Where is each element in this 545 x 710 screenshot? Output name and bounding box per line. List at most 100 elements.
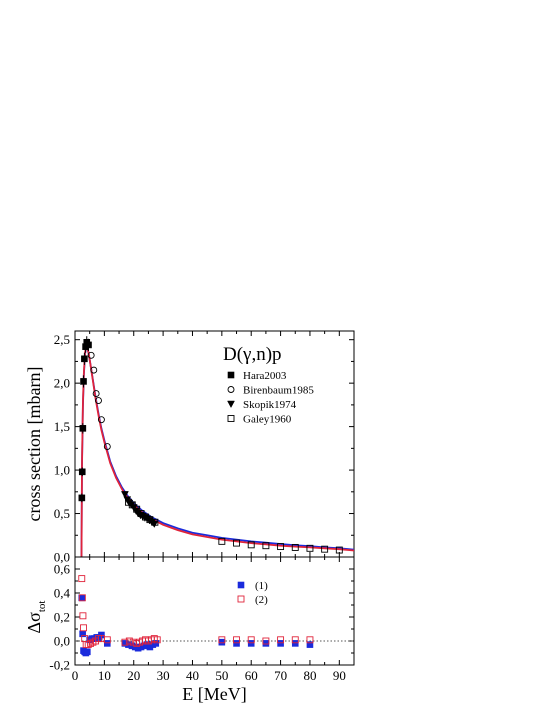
data-point bbox=[262, 542, 270, 550]
lower-xtick-label: 30 bbox=[157, 668, 170, 683]
series-galey1960 bbox=[125, 498, 343, 554]
upper-ytick-label: 0,5 bbox=[54, 506, 70, 521]
legend-marker-skopik1974 bbox=[227, 400, 235, 409]
data-point bbox=[218, 537, 226, 545]
lower-ytick-label: 0,4 bbox=[54, 586, 71, 601]
data-point bbox=[277, 636, 285, 644]
data-point bbox=[104, 640, 111, 647]
data-point bbox=[78, 594, 86, 602]
data-point bbox=[277, 543, 285, 551]
data-point bbox=[78, 575, 86, 583]
legend-label-1: (1) bbox=[255, 580, 268, 592]
lower-xtick-label: 80 bbox=[303, 668, 316, 683]
lower-xtick-label: 90 bbox=[333, 668, 346, 683]
data-point bbox=[233, 636, 240, 644]
upper-ytick-label: 2,0 bbox=[54, 376, 70, 391]
lower-xtick-label: 40 bbox=[186, 668, 199, 683]
lower-xtick-label: 10 bbox=[98, 668, 111, 683]
data-point bbox=[233, 539, 240, 547]
legend-label-galey1960: Galey1960 bbox=[243, 414, 292, 426]
lower-ytick-label: 0,6 bbox=[54, 562, 71, 577]
lower-xtick-label: 70 bbox=[274, 668, 287, 683]
lower-frame bbox=[74, 556, 355, 666]
data-point bbox=[129, 638, 137, 646]
data-point bbox=[262, 640, 270, 647]
legend-marker-birenbaum1985 bbox=[227, 386, 235, 393]
lower-ytick-label: -0,2 bbox=[49, 658, 70, 673]
series-1 bbox=[78, 594, 314, 657]
data-point bbox=[121, 491, 129, 499]
data-point bbox=[79, 612, 87, 620]
data-point bbox=[262, 637, 270, 645]
lower-xtick-label: 50 bbox=[215, 668, 228, 683]
data-point bbox=[152, 640, 160, 647]
data-point bbox=[153, 636, 161, 644]
data-point bbox=[84, 641, 92, 649]
data-point bbox=[125, 637, 133, 645]
data-point bbox=[80, 624, 87, 632]
data-point bbox=[78, 494, 86, 502]
lower-xtick-label: 0 bbox=[72, 668, 79, 683]
data-point bbox=[133, 505, 141, 513]
data-point bbox=[291, 640, 299, 647]
data-point bbox=[79, 425, 87, 432]
data-point bbox=[247, 640, 255, 647]
data-point bbox=[277, 640, 284, 647]
data-point bbox=[306, 636, 314, 644]
data-point bbox=[81, 355, 88, 363]
upper-panel: 0,0 0,5 1,0 1,5 2,0 2,5 D(γ,n)p Hara2003 Birenba… bbox=[24, 330, 355, 565]
data-point bbox=[306, 641, 314, 648]
lower-ytick-label: 0,0 bbox=[54, 634, 70, 649]
data-point bbox=[247, 636, 255, 644]
legend-label-2: (2) bbox=[255, 594, 268, 606]
upper-y-axis-title: cross section [mbarn] bbox=[24, 367, 44, 522]
data-point bbox=[151, 518, 159, 526]
data-point bbox=[78, 468, 86, 476]
legend-marker-galey1960 bbox=[227, 415, 235, 422]
lower-legend: (1)(2) bbox=[237, 580, 268, 606]
data-point bbox=[137, 510, 145, 517]
legend-label-hara2003: Hara2003 bbox=[243, 370, 287, 382]
series-2 bbox=[78, 575, 314, 649]
data-point bbox=[233, 640, 240, 647]
upper-legend: Hara2003 Birenbaum1985 Skopik1974 Galey1960 bbox=[227, 370, 314, 426]
x-axis-title: E [MeV] bbox=[182, 684, 246, 704]
legend-label-skopik1974: Skopik1974 bbox=[243, 399, 297, 411]
upper-ytick-label: 0,0 bbox=[54, 550, 70, 565]
data-point bbox=[306, 544, 314, 552]
lower-panel: 0 10 20 30 40 50 60 70 80 90-0,20,00,20,40,6(1)(2… bbox=[24, 556, 355, 704]
upper-ytick-label: 1,5 bbox=[54, 419, 70, 434]
data-point bbox=[80, 378, 87, 385]
data-point bbox=[90, 366, 98, 374]
legend-marker-1 bbox=[237, 581, 245, 589]
data-point bbox=[247, 541, 255, 549]
series-hara2003 bbox=[78, 336, 92, 503]
data-point bbox=[218, 636, 226, 644]
lower-y-axis-title: Δσtot bbox=[24, 601, 48, 634]
reaction-label: D(γ,n)p bbox=[223, 344, 282, 365]
data-point bbox=[291, 543, 299, 551]
upper-ytick-label: 1,0 bbox=[54, 463, 70, 478]
data-point bbox=[92, 390, 100, 398]
data-point bbox=[103, 443, 111, 451]
data-point bbox=[291, 636, 299, 644]
data-point bbox=[97, 416, 105, 424]
data-point bbox=[84, 648, 91, 656]
data-point bbox=[335, 546, 343, 554]
data-point bbox=[218, 638, 226, 646]
series-birenbaum1985 bbox=[87, 351, 111, 451]
legend-label-birenbaum1985: Birenbaum1985 bbox=[243, 385, 314, 397]
theory-curve-2 bbox=[80, 343, 354, 557]
lower-y-axis-title-sub: tot bbox=[36, 601, 48, 613]
lower-y-axis-title-main: Δσ bbox=[24, 612, 44, 634]
legend-marker-hara2003 bbox=[227, 371, 235, 379]
lower-xtick-label: 20 bbox=[127, 668, 140, 683]
data-point bbox=[87, 639, 95, 647]
data-point bbox=[128, 501, 136, 509]
upper-frame bbox=[74, 330, 355, 558]
data-point bbox=[103, 636, 111, 644]
data-point bbox=[95, 397, 102, 404]
data-point bbox=[87, 351, 95, 359]
